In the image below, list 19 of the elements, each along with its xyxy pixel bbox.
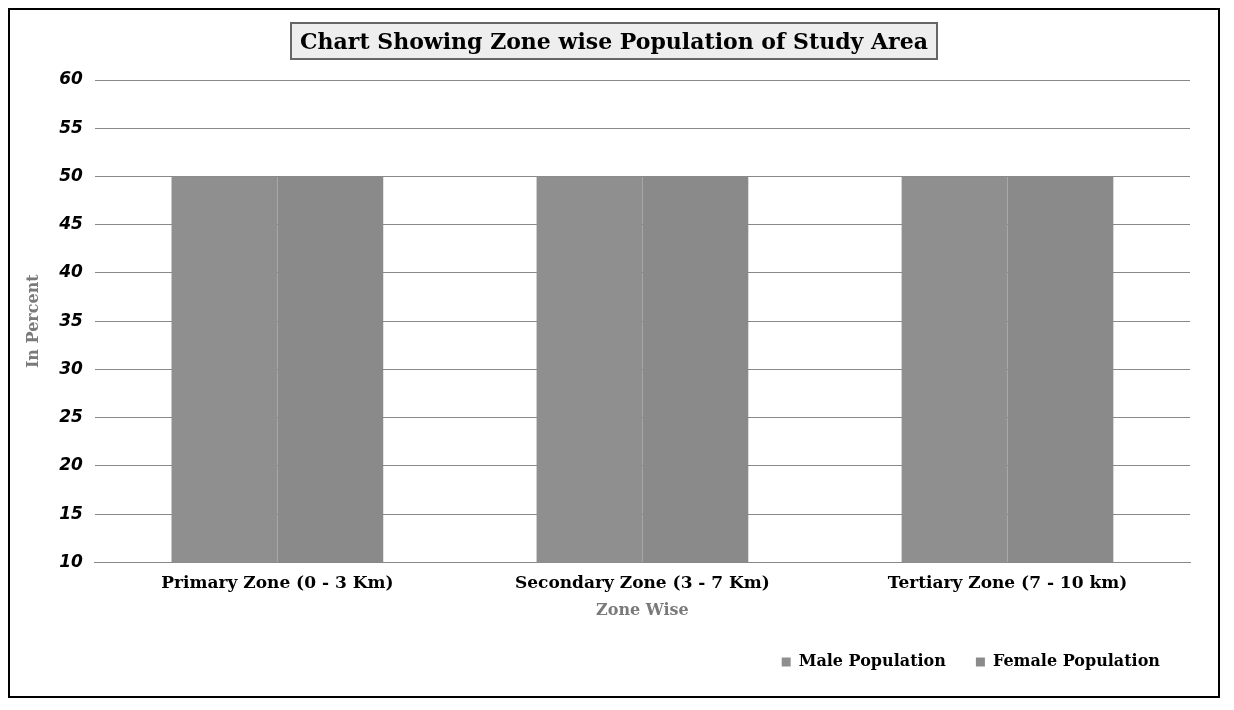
x-axis-title: Zone Wise [596, 599, 689, 619]
y-tick-label: 50 [59, 164, 84, 185]
y-axis-title: In Percent [22, 273, 42, 369]
y-tick-label: 30 [59, 357, 84, 378]
y-tick-label: 20 [59, 454, 84, 475]
chart-title: Chart Showing Zone wise Population of Study Area [290, 22, 938, 60]
y-tick-label: 55 [59, 116, 83, 137]
y-tick-label: 35 [59, 309, 83, 330]
legend-label: Female Population [992, 651, 1161, 671]
x-tick-label: Primary Zone (0 - 3 Km) [161, 572, 394, 593]
y-tick-label: 60 [59, 68, 84, 89]
x-tick-label: Secondary Zone (3 - 7 Km) [514, 572, 770, 593]
y-tick-label: 45 [58, 213, 83, 234]
y-tick-label: 25 [59, 406, 83, 427]
y-tick-label: 10 [59, 550, 84, 571]
y-tick-label: 40 [58, 261, 84, 282]
legend-label: Male Population [798, 651, 947, 671]
x-tick-label: Tertiary Zone (7 - 10 km) [887, 572, 1128, 593]
y-tick-label: 15 [59, 502, 83, 523]
